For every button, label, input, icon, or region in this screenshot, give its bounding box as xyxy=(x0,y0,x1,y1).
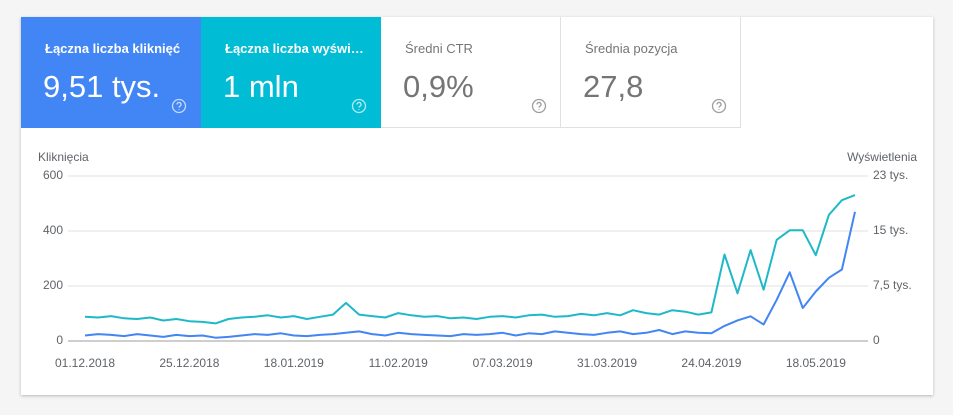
card-value: 1 mln xyxy=(223,69,299,104)
series-line xyxy=(84,194,856,325)
y-tick-label: 200 xyxy=(43,278,63,292)
series-line xyxy=(84,211,856,339)
help-icon[interactable] xyxy=(531,98,547,114)
card-label: Łączna liczba wyświ… xyxy=(225,41,364,56)
y-axis-title: Kliknięcia xyxy=(38,150,89,164)
metric-card[interactable]: Średni CTR 0,9% xyxy=(381,17,561,128)
y-tick-label: 0 xyxy=(56,333,63,347)
x-tick-label: 31.03.2019 xyxy=(577,356,637,370)
y-tick-label: 400 xyxy=(43,223,63,237)
y2-tick-label: 15 tys. xyxy=(873,223,908,237)
performance-panel: Łączna liczba kliknięć 9,51 tys. Łączna … xyxy=(21,17,933,395)
card-label: Średnia pozycja xyxy=(585,41,678,56)
card-value: 0,9% xyxy=(403,69,474,104)
metric-card[interactable]: Średnia pozycja 27,8 xyxy=(561,17,741,128)
x-tick-label: 25.12.2018 xyxy=(159,356,219,370)
metric-card[interactable]: Łączna liczba kliknięć 9,51 tys. xyxy=(21,17,201,128)
card-label: Średni CTR xyxy=(405,41,473,56)
y2-axis-title: Wyświetlenia xyxy=(847,150,917,164)
x-tick-label: 18.01.2019 xyxy=(264,356,324,370)
x-tick-label: 11.02.2019 xyxy=(369,356,428,370)
x-tick-label: 07.03.2019 xyxy=(473,356,533,370)
help-icon[interactable] xyxy=(171,98,187,114)
metric-card[interactable]: Łączna liczba wyświ… 1 mln xyxy=(201,17,381,128)
help-icon[interactable] xyxy=(711,98,727,114)
card-value: 9,51 tys. xyxy=(43,69,161,104)
chart: Kliknięcia Wyświetlenia 0 200 400 600 0 7,5 t… xyxy=(38,150,917,370)
card-value: 27,8 xyxy=(583,69,644,104)
x-tick-label: 24.04.2019 xyxy=(681,356,741,370)
y2-tick-label: 23 tys. xyxy=(873,168,908,182)
help-icon[interactable] xyxy=(351,98,367,114)
y2-tick-label: 7,5 tys. xyxy=(873,278,912,292)
card-label: Łączna liczba kliknięć xyxy=(45,41,181,56)
x-tick-label: 18.05.2019 xyxy=(786,356,846,370)
x-tick-label: 01.12.2018 xyxy=(55,356,115,370)
y-tick-label: 600 xyxy=(43,168,63,182)
y2-tick-label: 0 xyxy=(873,333,880,347)
